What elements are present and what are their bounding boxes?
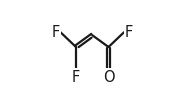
- Text: F: F: [72, 70, 80, 85]
- Text: F: F: [125, 25, 133, 40]
- Text: O: O: [103, 70, 114, 85]
- Text: F: F: [51, 25, 59, 40]
